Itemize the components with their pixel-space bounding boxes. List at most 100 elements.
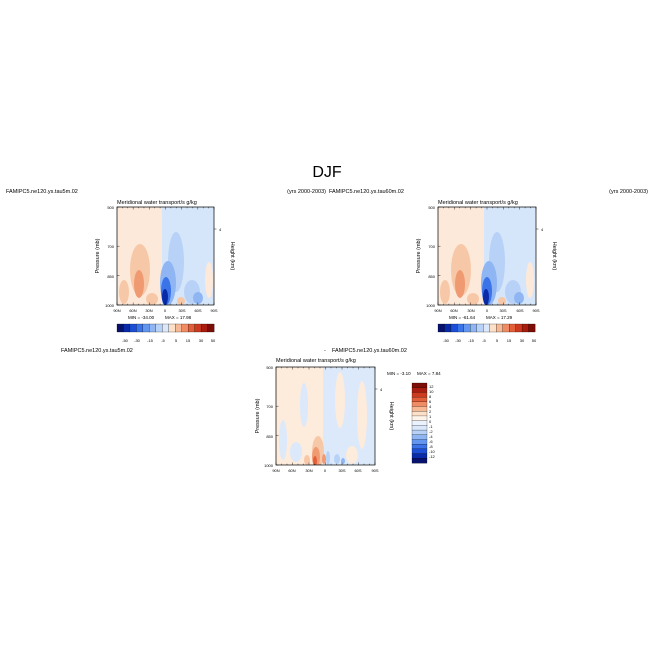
panel-b-tick-30n: 30N (467, 308, 474, 313)
panel-a-cb-label-7: 50 (211, 338, 216, 343)
panel-a-tick-60s: 60S (194, 308, 201, 313)
panel-a-colorbar (116, 323, 215, 333)
panel-b-colorbar-swatch (444, 323, 452, 333)
panel-b: FAMIPC5.ne120.ys.tau60m.02 (yrs 2000-200… (329, 189, 648, 343)
panel-b-ylabel-left: Pressure (mb) (416, 238, 422, 273)
panel-b-tick-30s: 30S (499, 308, 506, 313)
panel-a-colorbar-swatch (207, 323, 215, 333)
panel-b-colorbar-swatch (509, 323, 516, 333)
panel-b-colorbar-swatch (528, 323, 536, 333)
panel-b-min-label: MIN = -61.64 (449, 315, 476, 320)
panel-b-contours (438, 207, 536, 305)
panel-b-cb-label-6: 30 (520, 338, 525, 343)
panel-b-colorbar-swatch (457, 323, 465, 333)
panel-a-contours (117, 207, 214, 305)
panel-a-tick-30s: 30S (178, 308, 185, 313)
panel-c-colorbar (411, 382, 428, 464)
panel-c-colorbar-swatch (411, 425, 428, 431)
panel-b-years: (yrs 2000-2003) (609, 189, 648, 195)
panel-b-tick-0: 0 (486, 308, 489, 313)
panel-b-ticks (437, 206, 539, 306)
panel-b-colorbar-swatch (450, 323, 458, 333)
panel-a-min-label: MIN = -34.00 (128, 315, 155, 320)
panel-a-cb-label-0: -50 (122, 338, 129, 343)
panel-c-tick-500: 500 (266, 365, 273, 370)
panel-c-cb-label-10: -4 (429, 434, 433, 439)
panel-b-colorbar-swatch (489, 323, 497, 333)
panel-a-tick-0: 0 (164, 308, 167, 313)
panel-b-colorbar-swatch (463, 323, 471, 333)
panel-a-colorbar-swatch (136, 323, 144, 333)
panel-b-height-tick: 4 (541, 227, 544, 232)
panel-a-colorbar-swatch (188, 323, 195, 333)
panel-a-ylabel-right: Height (km) (229, 242, 235, 271)
panel-b-tick-90n: 90N (434, 308, 441, 313)
panel-b-colorbar-swatch (470, 323, 478, 333)
panel-b-tick-500: 500 (428, 205, 435, 210)
panel-a-colorbar-swatch (155, 323, 163, 333)
panel-c-ticks (275, 366, 378, 466)
panel-b-colorbar-swatch (502, 323, 510, 333)
panel-b-case-name: FAMIPC5.ne120.ys.tau60m.02 (329, 189, 404, 195)
panel-a-cb-label-2: -15 (147, 338, 154, 343)
panel-b-max-label: MAX = 17.29 (486, 315, 513, 320)
panel-c-colorbar-labels: 12 10 8 6 4 2 1 0 -1 -2 -4 -6 -8 -10 -12 (429, 384, 436, 459)
panel-b-colorbar-labels: -50 -30 -15 -5 5 15 30 50 (443, 338, 537, 343)
panel-a-cb-label-6: 30 (199, 338, 204, 343)
panel-c-cb-label-0: 12 (429, 384, 434, 389)
panel-b-pressure-tick-labels: 500 700 850 1000 (426, 205, 436, 308)
panel-b-colorbar-swatch (483, 323, 491, 333)
panel-c-colorbar-swatch (411, 387, 428, 393)
panel-a-colorbar-swatch (149, 323, 157, 333)
panel-c-colorbar-swatch (411, 396, 428, 403)
panel-c-colorbar-swatch (411, 415, 428, 421)
panel-c-ylabel-right: Height (km) (388, 402, 394, 431)
panel-a-tick-1000: 1000 (105, 303, 115, 308)
panel-c-tick-60s: 60S (354, 468, 361, 473)
panel-a-tick-60n: 60N (129, 308, 136, 313)
panel-c-contours (276, 367, 375, 465)
panel-b-tick-1000: 1000 (426, 303, 436, 308)
panel-b-tick-60s: 60S (516, 308, 523, 313)
panel-c-colorbar-swatch (411, 411, 428, 417)
panel-b-colorbar (437, 323, 536, 333)
panel-b-variable-title: Meridional water transport/s g/kg (438, 200, 518, 206)
panel-c-colorbar-swatch (411, 439, 428, 445)
panel-c-tick-60n: 60N (288, 468, 295, 473)
panel-a-pressure-tick-labels: 500 700 850 1000 (105, 205, 115, 308)
panel-c-diff-separator: - (324, 348, 326, 354)
panel-c-tick-1000: 1000 (264, 463, 274, 468)
panel-a-max-label: MAX = 17.98 (165, 315, 192, 320)
panel-c-tick-30s: 30S (338, 468, 345, 473)
panel-c-cb-label-1: 10 (429, 389, 434, 394)
panel-c-colorbar-swatch (411, 448, 428, 454)
panel-a-tick-850: 850 (107, 274, 114, 279)
panel-a-colorbar-swatch (162, 323, 170, 333)
panel-b-ylabel-right: Height (km) (551, 242, 557, 271)
panel-c-colorbar-swatch (411, 392, 428, 398)
panel-b-cb-label-5: 15 (507, 338, 512, 343)
panel-b-lat-tick-labels: 90N 60N 30N 0 30S 60S 90S (434, 308, 540, 313)
panel-a-colorbar-swatch (123, 323, 131, 333)
panel-a-colorbar-swatch (129, 323, 137, 333)
panel-a-variable-title: Meridional water transport/s g/kg (117, 200, 197, 206)
panel-c-tick-90s: 90S (371, 468, 378, 473)
panel-c-ylabel-left: Pressure (mb) (255, 398, 261, 433)
panel-b-cb-label-4: 5 (496, 338, 499, 343)
panel-a-tick-500: 500 (107, 205, 114, 210)
panel-c-tick-30n: 30N (305, 468, 312, 473)
panel-b-colorbar-swatch (476, 323, 484, 333)
panel-b-colorbar-swatch (515, 323, 523, 333)
panel-b-cb-label-2: -15 (468, 338, 475, 343)
panel-c-tick-850: 850 (266, 434, 273, 439)
panel-a-tick-90n: 90N (113, 308, 120, 313)
panel-a-cb-label-1: -30 (134, 338, 141, 343)
panel-c-tick-0: 0 (324, 468, 327, 473)
panel-c-case-name: FAMIPC5.ne120.ys.tau5m.02 (61, 348, 133, 354)
panel-c-variable-title: Meridional water transport/s g/kg (276, 358, 356, 364)
panel-a-colorbar-swatch (168, 323, 176, 333)
panel-a-ticks (116, 206, 217, 306)
panel-a-cb-label-5: 15 (186, 338, 191, 343)
